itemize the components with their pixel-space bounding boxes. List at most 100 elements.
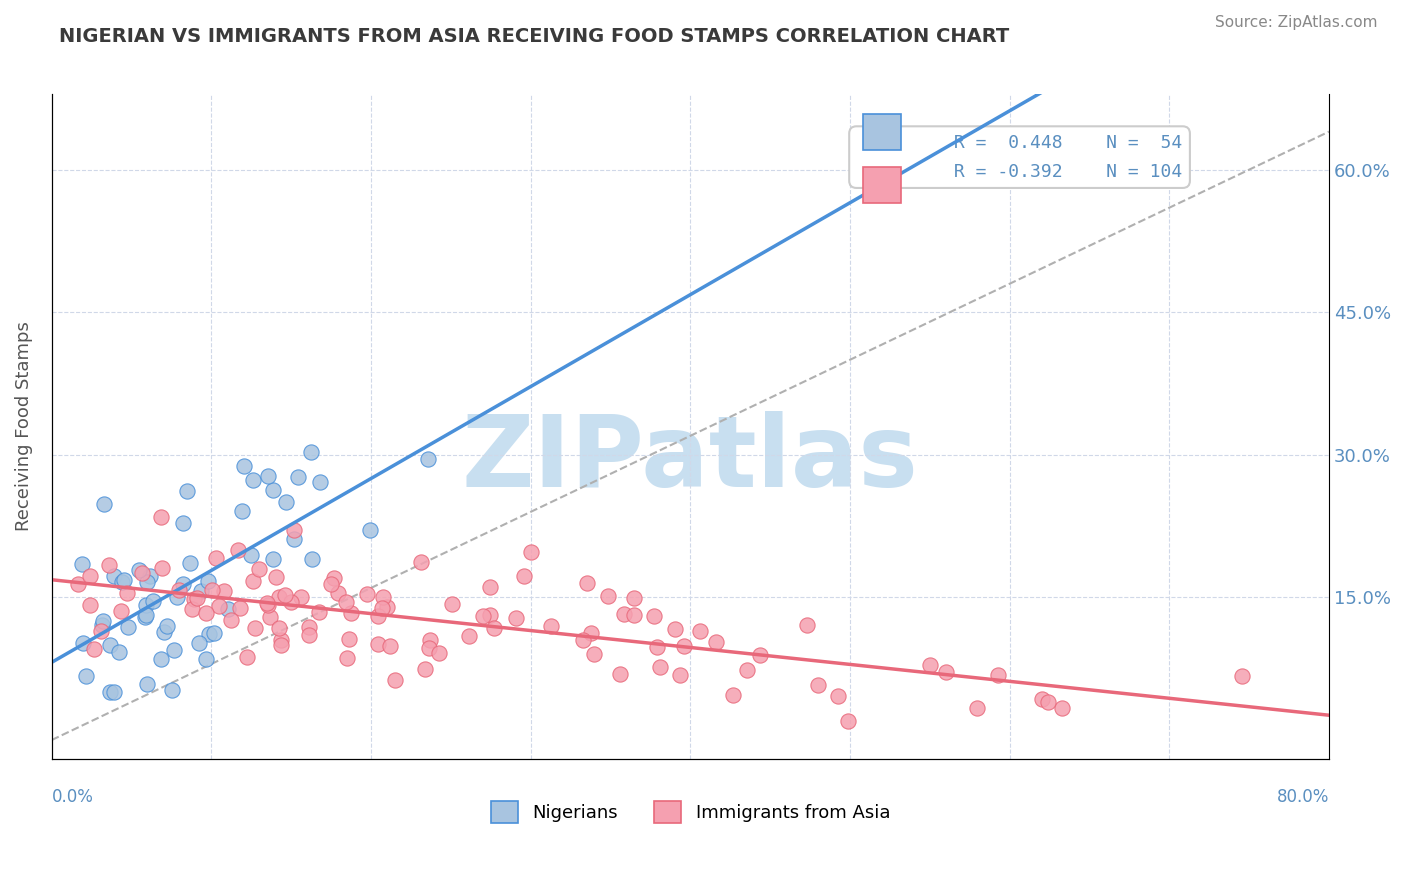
- Point: [201, 582, 224, 597]
- Point: [259, 610, 281, 624]
- Point: [807, 678, 830, 692]
- Point: [167, 582, 190, 597]
- Point: [149, 510, 172, 524]
- Point: [367, 608, 389, 623]
- Point: [643, 609, 665, 624]
- Point: [935, 665, 957, 679]
- Point: [479, 580, 502, 594]
- Point: [219, 613, 242, 627]
- Point: [188, 636, 211, 650]
- Point: [107, 645, 129, 659]
- Point: [162, 683, 184, 698]
- Point: [540, 619, 562, 633]
- Point: [110, 604, 132, 618]
- Point: [131, 566, 153, 581]
- Point: [98, 685, 121, 699]
- Point: [142, 594, 165, 608]
- Point: [505, 610, 527, 624]
- Point: [195, 606, 218, 620]
- Point: [359, 523, 381, 537]
- Point: [186, 591, 208, 605]
- Text: NIGERIAN VS IMMIGRANTS FROM ASIA RECEIVING FOOD STAMPS CORRELATION CHART: NIGERIAN VS IMMIGRANTS FROM ASIA RECEIVI…: [59, 27, 1010, 45]
- Point: [128, 563, 150, 577]
- Point: [229, 600, 252, 615]
- Point: [135, 575, 157, 590]
- Point: [139, 568, 162, 582]
- Point: [1230, 669, 1253, 683]
- Text: 80.0%: 80.0%: [1277, 788, 1329, 805]
- Point: [987, 668, 1010, 682]
- Point: [429, 646, 451, 660]
- Point: [308, 605, 330, 619]
- Point: [117, 620, 139, 634]
- Point: [472, 609, 495, 624]
- Point: [274, 495, 297, 509]
- Point: [270, 633, 292, 648]
- Point: [103, 569, 125, 583]
- Point: [441, 597, 464, 611]
- Point: [150, 561, 173, 575]
- Y-axis label: Receiving Food Stamps: Receiving Food Stamps: [15, 321, 32, 532]
- Point: [378, 640, 401, 654]
- Point: [93, 497, 115, 511]
- Point: [172, 516, 194, 530]
- Point: [837, 714, 859, 728]
- Point: [202, 626, 225, 640]
- Point: [194, 652, 217, 666]
- Point: [1050, 701, 1073, 715]
- Point: [205, 550, 228, 565]
- Point: [156, 619, 179, 633]
- Point: [242, 473, 264, 487]
- Point: [575, 575, 598, 590]
- Point: [299, 445, 322, 459]
- Point: [384, 673, 406, 687]
- Point: [298, 620, 321, 634]
- Point: [179, 557, 201, 571]
- Point: [190, 584, 212, 599]
- Point: [609, 667, 631, 681]
- Point: [112, 574, 135, 588]
- Point: [181, 602, 204, 616]
- Point: [356, 587, 378, 601]
- Point: [280, 595, 302, 609]
- Point: [583, 647, 606, 661]
- Point: [153, 625, 176, 640]
- Point: [270, 638, 292, 652]
- Point: [83, 641, 105, 656]
- Point: [650, 660, 672, 674]
- Legend: Nigerians, Immigrants from Asia: Nigerians, Immigrants from Asia: [484, 793, 897, 830]
- Point: [134, 609, 156, 624]
- Point: [257, 468, 280, 483]
- Point: [183, 591, 205, 606]
- Point: [283, 523, 305, 537]
- Point: [966, 701, 988, 715]
- Point: [335, 595, 357, 609]
- Text: Source: ZipAtlas.com: Source: ZipAtlas.com: [1215, 15, 1378, 29]
- Point: [337, 632, 360, 646]
- Point: [735, 663, 758, 677]
- Point: [217, 602, 239, 616]
- Point: [232, 458, 254, 473]
- Point: [135, 598, 157, 612]
- Point: [79, 569, 101, 583]
- Point: [298, 628, 321, 642]
- Point: [457, 628, 479, 642]
- Point: [115, 586, 138, 600]
- Point: [172, 577, 194, 591]
- Point: [166, 590, 188, 604]
- Point: [257, 598, 280, 612]
- Point: [623, 591, 645, 606]
- Point: [613, 607, 636, 622]
- Point: [103, 685, 125, 699]
- Point: [176, 484, 198, 499]
- Point: [72, 635, 94, 649]
- Point: [283, 532, 305, 546]
- Point: [375, 600, 398, 615]
- Point: [419, 633, 441, 648]
- Point: [301, 552, 323, 566]
- Point: [371, 591, 394, 605]
- Point: [370, 600, 392, 615]
- Point: [336, 651, 359, 665]
- Point: [664, 623, 686, 637]
- Point: [749, 648, 772, 663]
